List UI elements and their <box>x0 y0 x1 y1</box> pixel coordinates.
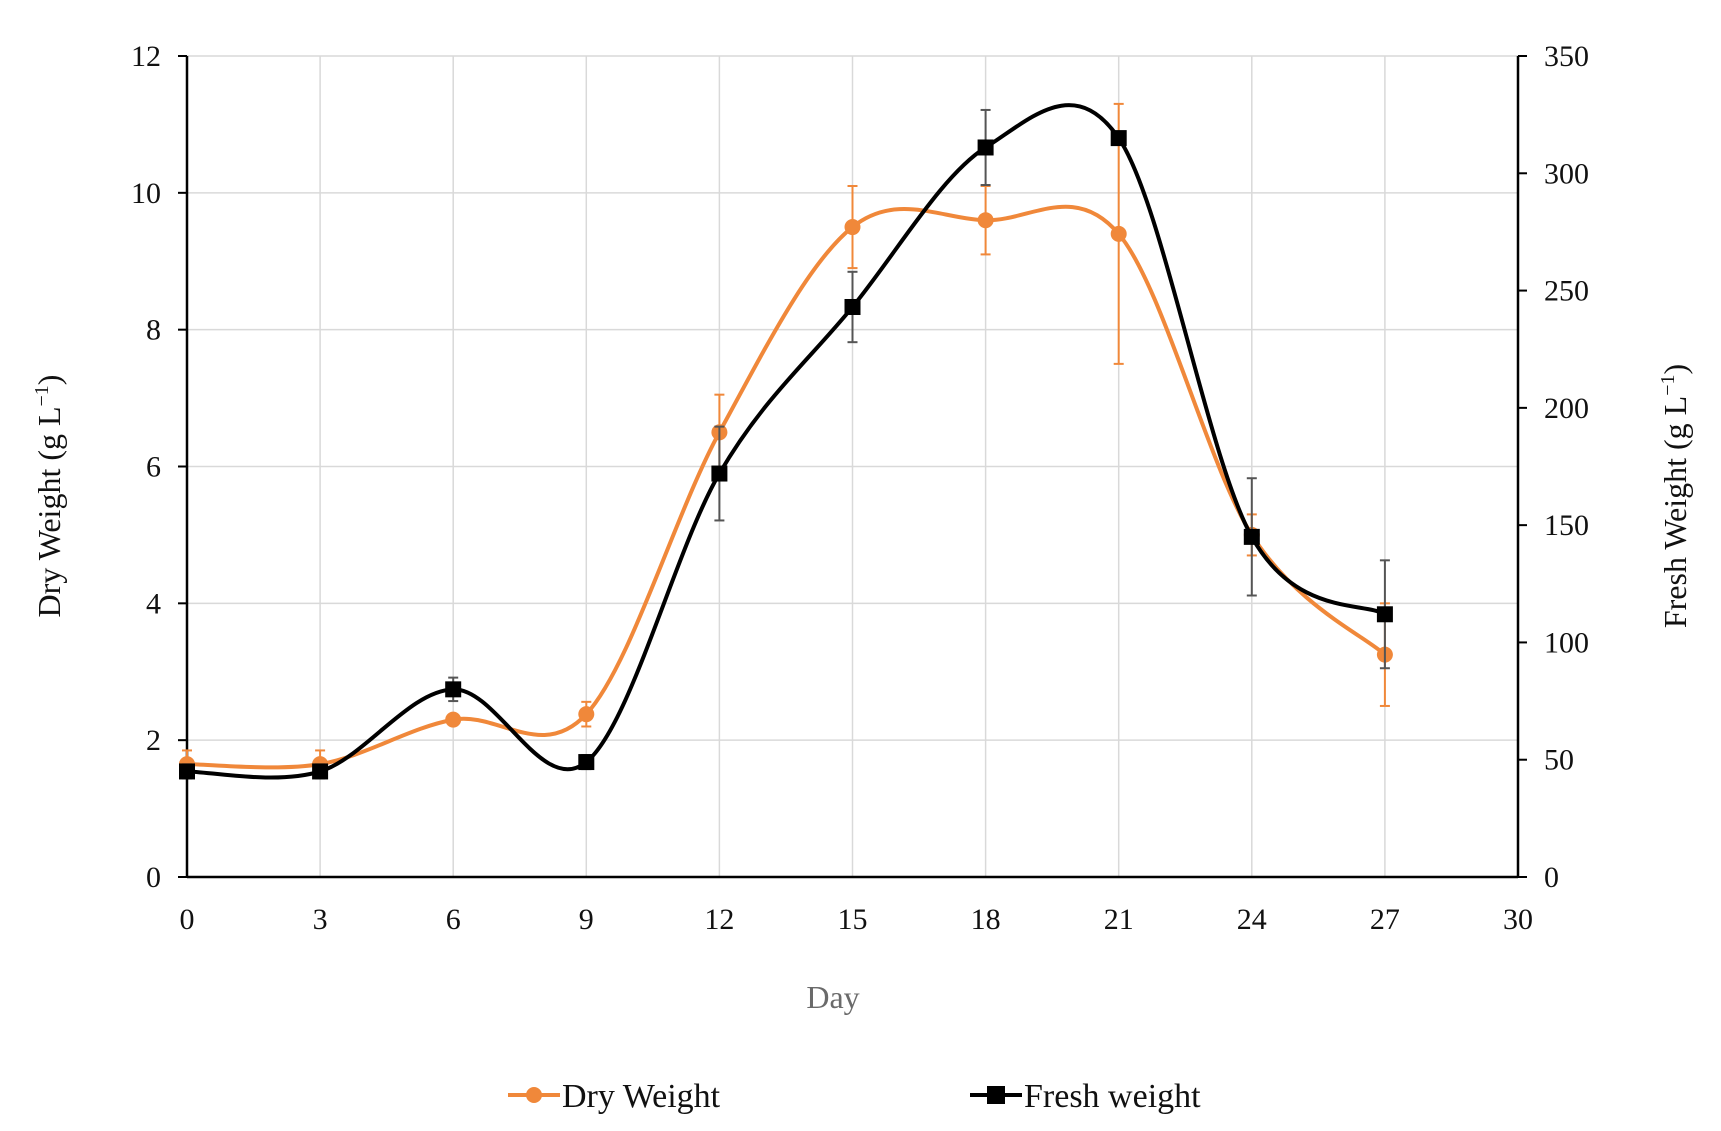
legend-label-dry-weight: Dry Weight <box>562 1078 721 1115</box>
y2-tick-label: 50 <box>1544 744 1574 777</box>
point-fresh-weight <box>445 681 462 698</box>
y-axis-title: Dry Weight (g L−1) <box>31 375 67 618</box>
y-tick-label: 4 <box>146 587 161 620</box>
point-fresh-weight <box>179 763 195 780</box>
line-fresh-weight <box>186 103 1386 780</box>
point-fresh-weight <box>711 465 728 482</box>
y2-axis-title-close: ) <box>1657 364 1693 375</box>
legend-marker-dry-weight <box>526 1087 542 1103</box>
y-tick-label: 8 <box>146 314 161 347</box>
x-tick-label: 6 <box>446 903 461 936</box>
series-dry-weight <box>179 102 1393 779</box>
y-axis-title-sup: −1 <box>31 385 53 406</box>
x-tick-label: 3 <box>313 903 328 936</box>
y-axis-title-main: Dry Weight (g L <box>31 406 67 617</box>
y-tick-label: 10 <box>131 177 161 210</box>
point-dry-weight <box>844 219 861 236</box>
y2-axis-title-sup: −1 <box>1657 375 1679 396</box>
tick-labels: 0 3 6 9 12 15 18 21 24 27 300246810120501001502002… <box>131 40 1589 936</box>
x-tick-label: 15 <box>838 903 868 936</box>
y2-tick-label: 300 <box>1544 157 1589 190</box>
point-fresh-weight <box>977 139 994 156</box>
y-tick-label: 0 <box>146 861 161 894</box>
axes <box>178 55 1527 879</box>
point-fresh-weight <box>1243 528 1260 545</box>
x-tick-label: 21 <box>1104 903 1134 936</box>
y-tick-label: 6 <box>146 451 161 484</box>
point-fresh-weight <box>312 763 329 780</box>
y2-tick-label: 350 <box>1544 40 1589 73</box>
y2-tick-label: 250 <box>1544 275 1589 308</box>
x-tick-label: 27 <box>1370 903 1400 936</box>
y2-tick-label: 100 <box>1544 626 1589 659</box>
point-fresh-weight <box>1110 130 1127 147</box>
point-dry-weight <box>977 212 994 229</box>
y-tick-label: 2 <box>146 724 161 757</box>
x-tick-label: 24 <box>1237 903 1267 936</box>
x-tick-label: 30 <box>1503 903 1533 936</box>
x-axis-title: Day <box>806 979 859 1015</box>
legend: Dry Weight Fresh weight <box>508 1078 1201 1115</box>
y2-axis-title: Fresh Weight (g L−1) <box>1657 364 1693 628</box>
x-tick-label: 9 <box>579 903 594 936</box>
legend-item-fresh-weight: Fresh weight <box>970 1078 1201 1115</box>
x-tick-label: 12 <box>704 903 734 936</box>
series <box>179 102 1393 780</box>
point-dry-weight <box>578 706 595 723</box>
x-tick-label: 18 <box>971 903 1001 936</box>
y2-tick-label: 150 <box>1544 509 1589 542</box>
y-tick-label: 12 <box>131 40 161 73</box>
legend-marker-fresh-weight <box>987 1086 1005 1104</box>
legend-label-fresh-weight: Fresh weight <box>1024 1078 1201 1115</box>
point-dry-weight <box>445 711 462 728</box>
point-fresh-weight <box>1376 606 1393 623</box>
point-fresh-weight <box>844 298 861 315</box>
legend-item-dry-weight: Dry Weight <box>508 1078 721 1115</box>
point-dry-weight <box>1110 225 1127 242</box>
y2-tick-label: 0 <box>1544 861 1559 894</box>
point-fresh-weight <box>578 754 595 771</box>
x-tick-label: 0 <box>180 903 195 936</box>
series-fresh-weight <box>179 103 1393 780</box>
line-dry-weight <box>186 204 1387 770</box>
y2-axis-title-main: Fresh Weight (g L <box>1657 396 1693 628</box>
y-axis-title-close: ) <box>31 375 67 386</box>
grid-lines <box>186 55 1519 878</box>
y2-tick-label: 200 <box>1544 392 1589 425</box>
